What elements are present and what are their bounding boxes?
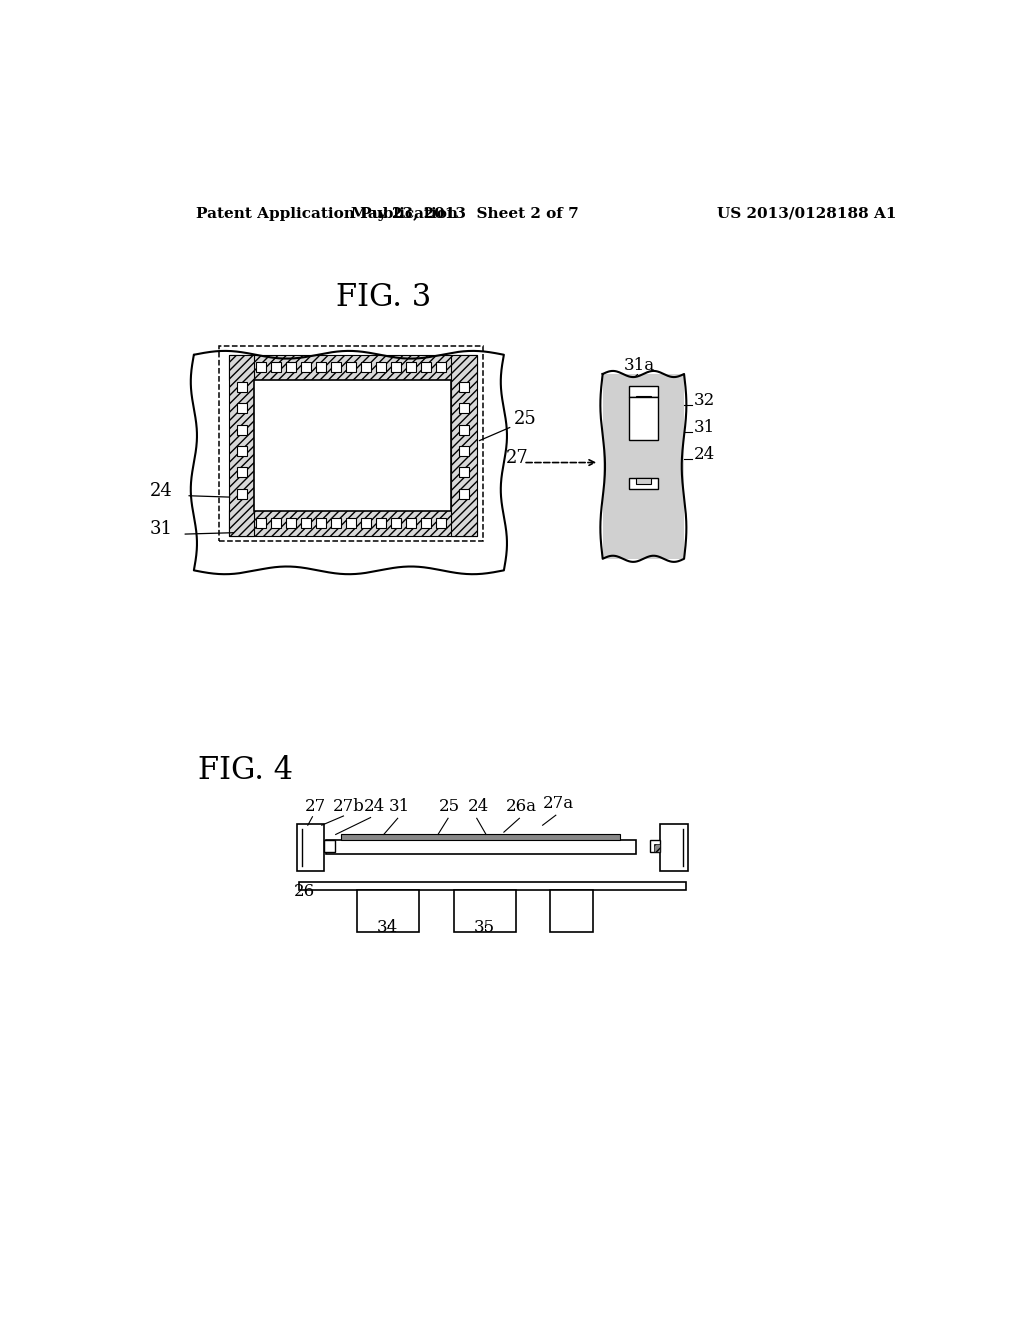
- Text: 25: 25: [514, 411, 537, 428]
- Text: US 2013/0128188 A1: US 2013/0128188 A1: [717, 207, 896, 220]
- Bar: [286, 517, 296, 528]
- Bar: [436, 363, 446, 372]
- Text: 34: 34: [377, 919, 398, 936]
- Text: 27a: 27a: [543, 795, 573, 812]
- Text: 27: 27: [506, 449, 529, 466]
- Text: 27: 27: [305, 797, 327, 814]
- Bar: [254, 380, 452, 511]
- Text: 26a: 26a: [506, 799, 538, 816]
- Bar: [454, 890, 515, 932]
- Bar: [629, 478, 658, 488]
- Text: May 23, 2013  Sheet 2 of 7: May 23, 2013 Sheet 2 of 7: [351, 207, 579, 220]
- Bar: [654, 845, 660, 853]
- Text: 24: 24: [693, 446, 715, 463]
- Bar: [219, 346, 483, 541]
- Bar: [407, 363, 416, 372]
- Bar: [376, 517, 386, 528]
- Bar: [459, 381, 469, 392]
- Text: 24: 24: [151, 482, 173, 500]
- Text: 35: 35: [474, 919, 495, 936]
- Bar: [341, 834, 621, 840]
- Bar: [228, 355, 254, 536]
- Bar: [452, 355, 477, 536]
- Text: 24: 24: [468, 799, 488, 816]
- Bar: [376, 363, 386, 372]
- Bar: [237, 467, 247, 478]
- Bar: [629, 397, 658, 441]
- Text: 32: 32: [693, 392, 715, 409]
- Bar: [256, 363, 266, 372]
- Text: 31: 31: [389, 799, 410, 816]
- Bar: [550, 890, 593, 932]
- Bar: [459, 446, 469, 455]
- Bar: [649, 840, 660, 853]
- Bar: [331, 517, 341, 528]
- Bar: [660, 825, 687, 871]
- Text: 31: 31: [150, 520, 173, 539]
- Bar: [391, 517, 401, 528]
- Bar: [237, 403, 247, 413]
- Text: 24: 24: [364, 799, 385, 816]
- Text: 26: 26: [294, 883, 315, 900]
- Bar: [421, 363, 431, 372]
- Text: Patent Application Publication: Patent Application Publication: [197, 207, 458, 220]
- Bar: [326, 840, 636, 854]
- Bar: [421, 517, 431, 528]
- Bar: [629, 387, 658, 397]
- Text: FIG. 4: FIG. 4: [199, 755, 293, 785]
- Text: 31: 31: [693, 418, 715, 436]
- Bar: [346, 363, 356, 372]
- Bar: [237, 446, 247, 455]
- Bar: [636, 478, 650, 484]
- Text: FIG. 3: FIG. 3: [336, 281, 431, 313]
- Bar: [286, 363, 296, 372]
- Bar: [237, 488, 247, 499]
- Bar: [436, 517, 446, 528]
- Text: 31a: 31a: [624, 358, 655, 374]
- Bar: [459, 425, 469, 434]
- Text: 27b: 27b: [333, 797, 365, 814]
- Bar: [636, 396, 650, 403]
- Bar: [316, 363, 326, 372]
- Bar: [228, 355, 477, 380]
- Bar: [301, 363, 311, 372]
- Bar: [459, 467, 469, 478]
- Bar: [361, 517, 371, 528]
- Bar: [459, 403, 469, 413]
- Bar: [346, 517, 356, 528]
- Bar: [356, 890, 419, 932]
- Bar: [331, 363, 341, 372]
- Bar: [297, 825, 324, 871]
- Bar: [603, 374, 684, 558]
- Bar: [302, 829, 323, 866]
- Bar: [237, 425, 247, 434]
- Bar: [324, 840, 335, 853]
- Bar: [237, 381, 247, 392]
- Bar: [301, 517, 311, 528]
- Bar: [228, 511, 477, 536]
- Bar: [407, 517, 416, 528]
- Bar: [299, 882, 686, 890]
- Bar: [256, 517, 266, 528]
- Bar: [391, 363, 401, 372]
- Bar: [459, 488, 469, 499]
- Text: 25: 25: [439, 799, 460, 816]
- Bar: [361, 363, 371, 372]
- Bar: [271, 517, 281, 528]
- Bar: [271, 363, 281, 372]
- Bar: [316, 517, 326, 528]
